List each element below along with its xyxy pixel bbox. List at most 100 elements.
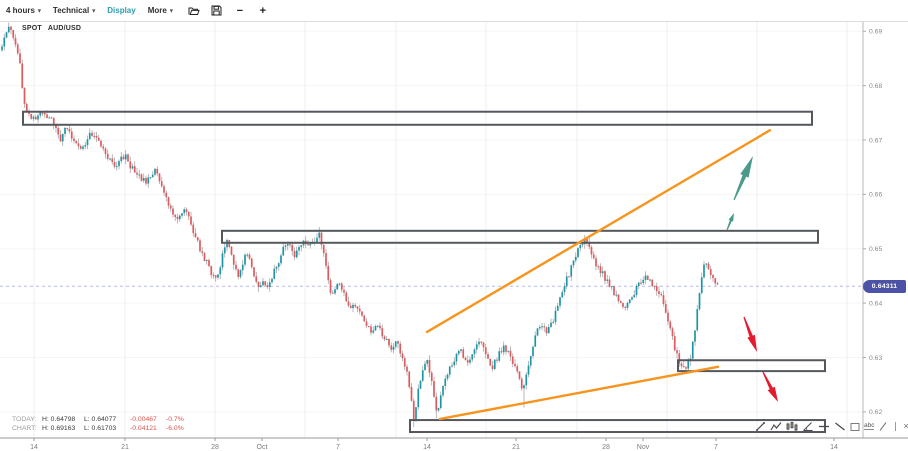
candle-body	[167, 197, 170, 206]
candle-body	[703, 264, 705, 278]
candle-body	[68, 128, 71, 132]
stats-change-value: -0.00467	[130, 416, 157, 423]
diagonal-line-tool-icon[interactable]	[834, 421, 846, 432]
price-tick-label: 0.63	[869, 355, 882, 362]
horizontal-line-tool-icon[interactable]	[818, 421, 830, 432]
candle-body	[669, 321, 672, 329]
candle-body	[685, 367, 687, 369]
candle-body	[264, 281, 267, 286]
candle-body	[185, 209, 188, 212]
candle-body	[55, 125, 57, 129]
supply-demand-zone[interactable]	[221, 229, 819, 244]
candle-body	[244, 254, 246, 265]
candle-body	[187, 211, 190, 217]
candle-body	[460, 349, 462, 351]
candle-body	[109, 158, 111, 160]
candle-body	[172, 208, 174, 215]
candle-body	[417, 388, 420, 408]
more-menu[interactable]: More ▾	[148, 6, 173, 15]
open-chart-button[interactable]	[187, 4, 201, 18]
pattern-tool-icon[interactable]	[786, 421, 798, 432]
candle-body	[498, 351, 501, 361]
candle-body	[190, 216, 192, 225]
market-type-label: SPOT	[22, 25, 42, 32]
candle-body	[511, 356, 514, 364]
supply-demand-zone[interactable]	[22, 110, 813, 126]
arrow-up-annotation[interactable]	[733, 156, 753, 201]
technical-menu[interactable]: Technical ▾	[53, 6, 95, 15]
zoom-out-button[interactable]: −	[233, 4, 247, 18]
candle-body	[714, 278, 717, 284]
candle-body	[394, 341, 397, 347]
timeframe-menu[interactable]: 4 hours ▾	[6, 6, 41, 15]
arrow-down-annotation[interactable]	[743, 316, 757, 352]
candle-body	[289, 244, 291, 246]
candle-body	[253, 267, 255, 277]
save-chart-button[interactable]	[210, 4, 224, 18]
candle-body	[241, 264, 244, 271]
candle-body	[428, 359, 431, 373]
candle-body	[268, 282, 271, 288]
candle-body	[181, 213, 183, 216]
candle-body	[142, 178, 145, 181]
candle-body	[64, 127, 66, 134]
technical-label: Technical	[52, 6, 90, 15]
candle-body	[165, 192, 168, 198]
candle-body	[280, 255, 282, 264]
candle-body	[370, 326, 372, 333]
candle-body	[563, 286, 566, 293]
candle-body	[543, 326, 546, 328]
candle-body	[509, 350, 512, 357]
candle-body	[581, 244, 584, 246]
display-menu[interactable]: Display	[107, 6, 135, 15]
arrow-up-annotation[interactable]	[726, 213, 734, 231]
candle-body	[372, 330, 375, 333]
candle-body	[655, 286, 658, 292]
candle-body	[169, 205, 172, 209]
polyline-tool-icon[interactable]	[770, 421, 782, 432]
candle-body	[77, 143, 80, 147]
candle-body	[424, 363, 426, 371]
date-tick-label: 14	[423, 444, 431, 451]
candle-body	[525, 374, 528, 386]
candle-body	[210, 266, 213, 276]
candle-body	[410, 386, 413, 401]
text-tool-icon[interactable]: abc	[864, 422, 875, 430]
candle-body	[590, 247, 593, 255]
trendline-tool-icon[interactable]	[755, 421, 766, 432]
candle-body	[149, 177, 152, 179]
angle-tool-icon[interactable]	[802, 421, 814, 432]
candle-body	[455, 353, 458, 362]
candle-body	[430, 372, 433, 382]
candle-body	[682, 366, 685, 368]
candle-body	[442, 385, 444, 396]
candle-body	[597, 266, 600, 268]
candle-body	[235, 264, 237, 270]
trendline[interactable]	[438, 365, 720, 421]
candle-body	[617, 294, 620, 302]
stats-high-value: H: 0.69163	[42, 425, 76, 432]
candle-body	[129, 161, 132, 169]
candle-body	[320, 232, 323, 245]
candle-body	[163, 186, 165, 193]
candle-body	[451, 365, 453, 367]
zoom-in-button[interactable]: +	[256, 4, 270, 18]
candle-body	[19, 53, 21, 64]
candle-body	[196, 237, 199, 241]
candle-body	[707, 263, 710, 270]
arrow-down-annotation[interactable]	[762, 371, 778, 402]
candle-body	[255, 276, 258, 282]
drawing-toolbar: abc ×	[755, 420, 908, 433]
candle-body	[232, 254, 235, 265]
candle-body	[349, 305, 352, 308]
candle-body	[343, 289, 345, 293]
trendline[interactable]	[425, 129, 772, 334]
rectangle-tool-icon[interactable]	[850, 422, 860, 432]
close-toolbar-icon[interactable]: ×	[903, 421, 908, 431]
supply-demand-zone[interactable]	[677, 359, 826, 373]
candle-body	[622, 302, 624, 307]
candle-body	[694, 330, 696, 342]
freehand-tool-icon[interactable]	[878, 421, 888, 432]
candle-body	[284, 245, 287, 247]
